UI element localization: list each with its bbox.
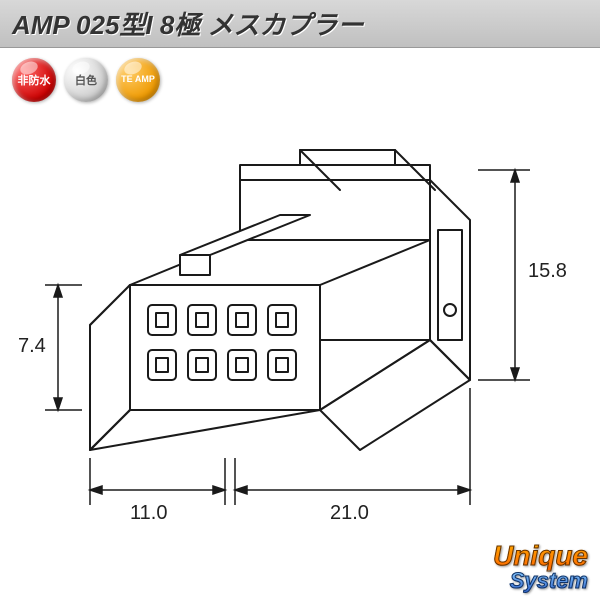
badge-color: 白色: [64, 58, 108, 102]
badge-label: 非防水: [18, 72, 51, 88]
dim-height-right: 15.8: [528, 260, 567, 283]
badge-brand: TE AMP: [116, 58, 160, 102]
dim-depth: 21.0: [330, 502, 369, 525]
badge-label: TE AMP: [121, 75, 155, 85]
connector-diagram: [0, 110, 600, 540]
badge-label: 白色: [75, 72, 97, 88]
watermark-line1: Unique: [493, 542, 588, 570]
dim-width-front: 11.0: [130, 502, 167, 525]
badge-row: 非防水 白色 TE AMP: [0, 48, 600, 112]
watermark: Unique System: [493, 542, 588, 592]
badge-waterproof: 非防水: [12, 58, 56, 102]
diagram-area: 15.8 7.4 11.0 21.0: [0, 110, 600, 540]
page-title: AMP 025型I 8極 メスカプラー: [12, 5, 364, 42]
dim-height-left: 7.4: [18, 335, 46, 358]
title-bar: AMP 025型I 8極 メスカプラー: [0, 0, 600, 48]
watermark-line2: System: [493, 570, 588, 592]
